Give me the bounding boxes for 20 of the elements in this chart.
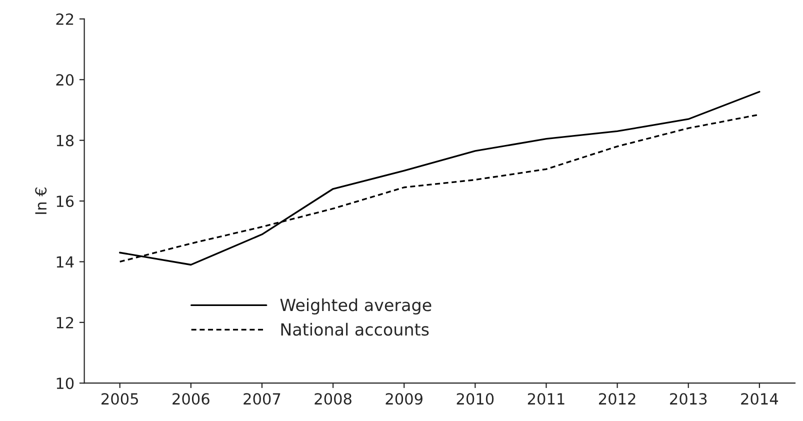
y-tick-label: 18 — [56, 134, 74, 146]
x-tick-label: 2010 — [456, 393, 494, 405]
x-tick-label: 2011 — [528, 393, 564, 405]
x-tick-label: 2014 — [741, 393, 778, 405]
legend-label: National accounts — [281, 322, 429, 336]
x-tick-label: 2006 — [172, 393, 210, 405]
legend-label: Weighted average — [280, 298, 432, 315]
x-tick-label: 2005 — [102, 393, 138, 405]
y-tick-label: 22 — [56, 13, 74, 25]
x-tick-label: 2013 — [670, 393, 707, 405]
x-tick-label: 2008 — [314, 393, 352, 405]
y-tick-label: 12 — [56, 316, 74, 328]
x-tick-label: 2009 — [386, 393, 422, 405]
y-axis-title: In € — [35, 188, 47, 214]
x-tick-label: 2007 — [244, 393, 280, 405]
y-tick-label: 14 — [56, 256, 74, 268]
y-tick-label: 16 — [56, 195, 74, 208]
y-tick-label: 10 — [56, 378, 74, 390]
y-tick-label: 20 — [56, 74, 74, 86]
x-tick-label: 2012 — [598, 393, 636, 405]
